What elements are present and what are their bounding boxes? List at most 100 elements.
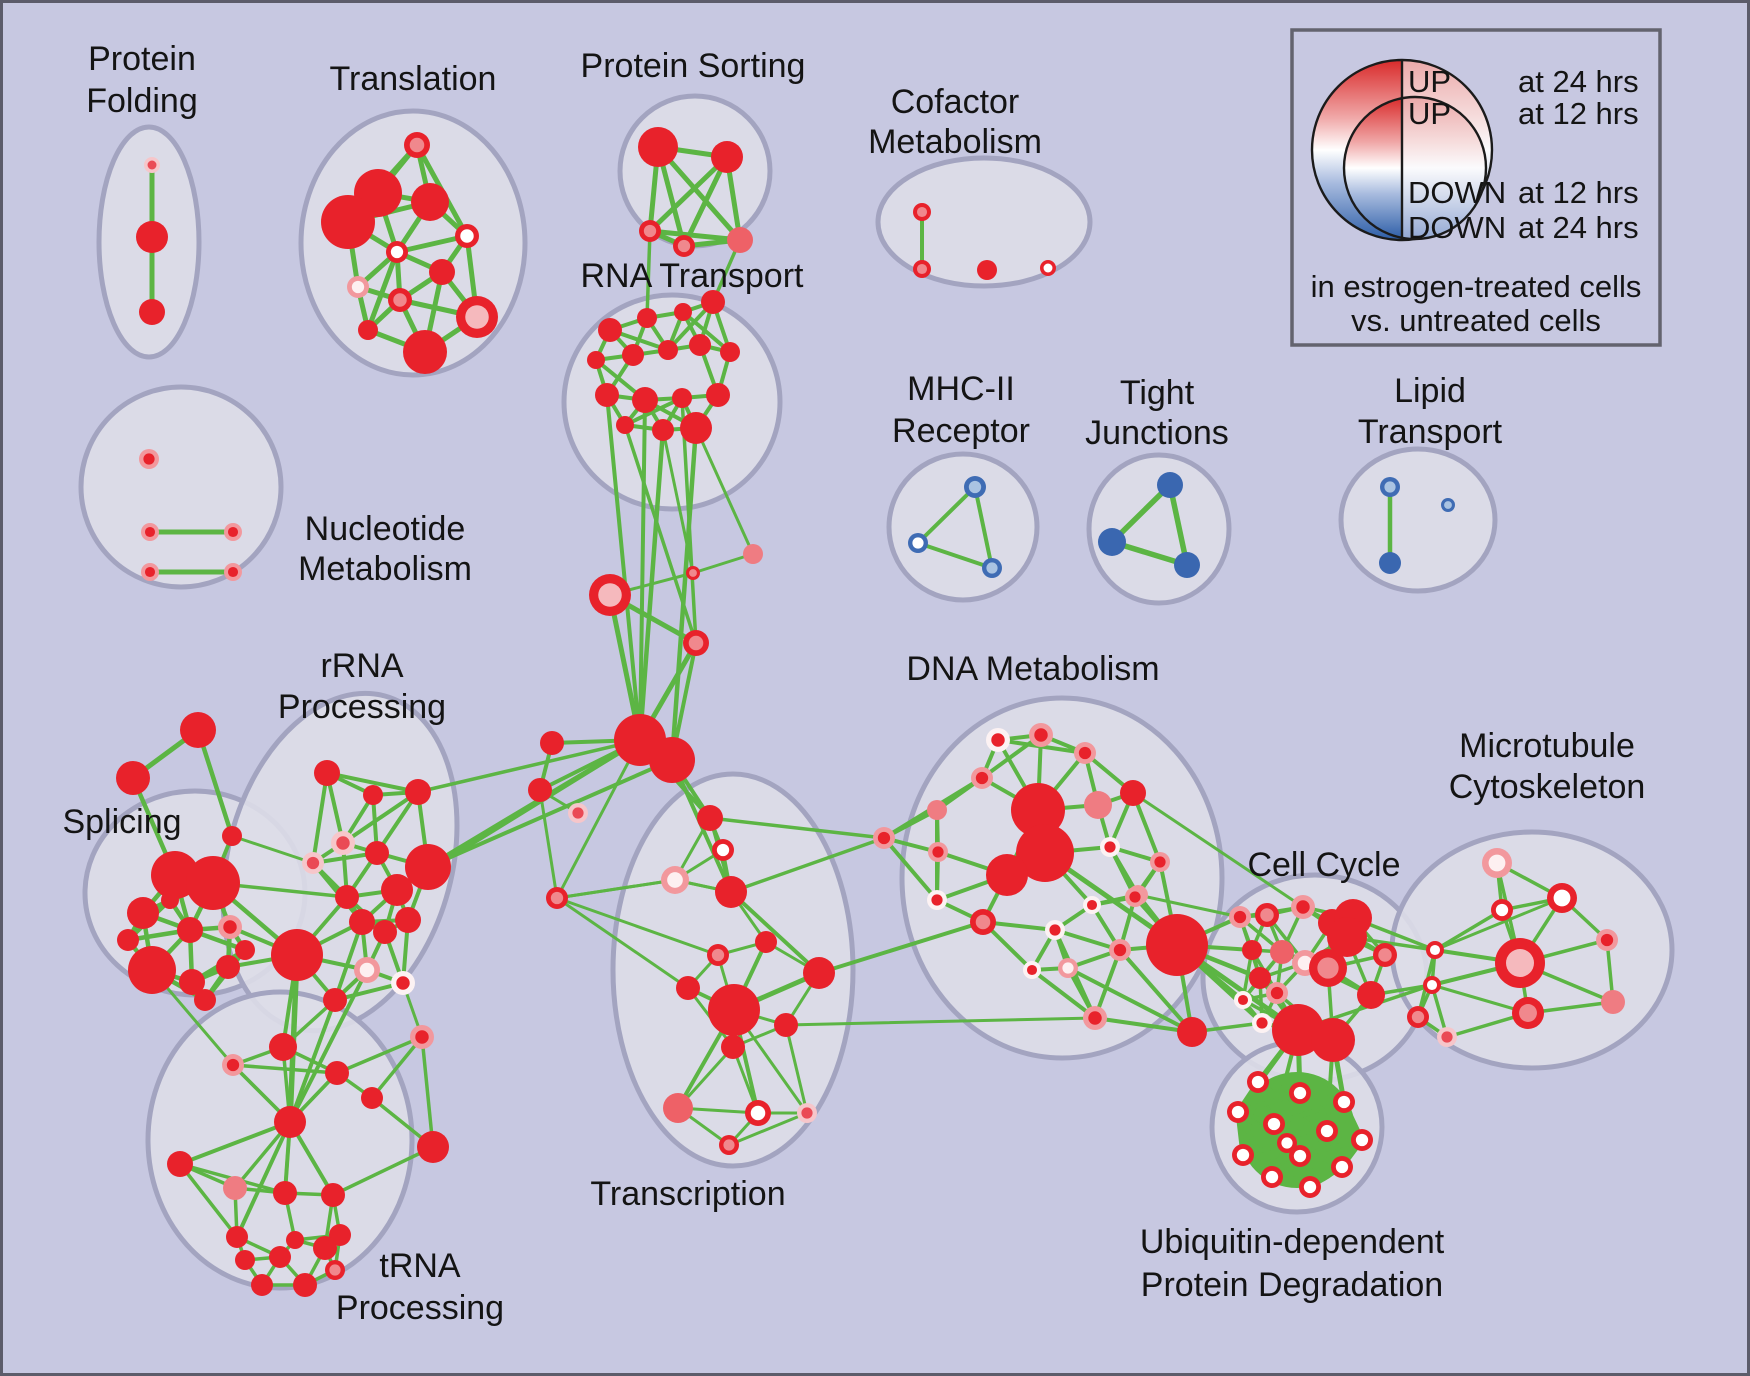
network-node-core: [912, 537, 924, 549]
network-node: [235, 940, 255, 960]
network-node: [286, 1231, 304, 1249]
cluster-label-ubiquitin-degradation: Ubiquitin-dependent Protein Degradation: [1140, 1223, 1445, 1304]
network-node: [697, 805, 723, 831]
network-node: [986, 854, 1028, 896]
network-node: [180, 712, 216, 748]
network-node: [649, 737, 695, 783]
network-edge: [655, 144, 743, 243]
legend-direction-label: UP: [1408, 96, 1451, 131]
network-node-core: [1233, 910, 1247, 924]
network-node-core: [716, 843, 730, 857]
network-node: [1084, 791, 1112, 819]
network-node: [1174, 552, 1200, 578]
network-edge: [288, 968, 369, 1124]
network-node: [595, 383, 619, 407]
network-node-core: [359, 962, 375, 978]
network-node: [179, 969, 205, 995]
network-node-core: [1237, 994, 1249, 1006]
network-node: [323, 988, 347, 1012]
network-node: [711, 141, 743, 173]
network-node: [349, 909, 375, 935]
network-edge: [638, 398, 647, 742]
network-edge: [681, 154, 730, 249]
network-node: [1357, 981, 1385, 1009]
network-node: [361, 1087, 383, 1109]
network-node-core: [1086, 899, 1098, 911]
network-node-core: [643, 224, 657, 238]
network-node-core: [1429, 944, 1441, 956]
network-node: [194, 989, 216, 1011]
network-node-core: [1488, 854, 1506, 872]
network-node-core: [1293, 1149, 1307, 1163]
network-node: [365, 841, 389, 865]
network-edge: [555, 878, 677, 900]
network-node: [540, 731, 564, 755]
legend-time-label: at 24 hrs: [1518, 64, 1639, 99]
network-node-core: [1384, 481, 1396, 493]
network-edge: [1433, 908, 1504, 952]
network-edge: [416, 738, 642, 794]
network-node-core: [1078, 746, 1092, 760]
network-edge: [1136, 893, 1242, 919]
network-edge: [426, 758, 674, 869]
network-node-core: [336, 836, 350, 850]
network-edge: [784, 1016, 1097, 1027]
network-node-core: [916, 263, 928, 275]
network-node-core: [572, 807, 584, 819]
network-node: [274, 1106, 306, 1138]
network-node-core: [1296, 900, 1310, 914]
network-node-core: [223, 920, 237, 934]
network-edge: [335, 1035, 424, 1075]
network-node: [335, 885, 359, 909]
network-node-core: [1281, 1137, 1293, 1149]
network-node: [1016, 824, 1074, 882]
network-node: [676, 976, 700, 1000]
cluster-label-dna-metabolism: DNA Metabolism: [906, 650, 1159, 688]
network-node: [139, 299, 165, 325]
network-node: [235, 1250, 255, 1270]
legend-direction-label: DOWN: [1408, 210, 1506, 245]
network-node: [358, 320, 378, 340]
network-node-core: [465, 305, 489, 329]
network-edge: [420, 1035, 435, 1149]
network-edge: [555, 896, 690, 990]
network-node: [161, 891, 179, 909]
network-edge: [647, 228, 743, 243]
network-node-core: [1231, 1105, 1245, 1119]
network-node: [720, 342, 740, 362]
network-node: [1120, 780, 1146, 806]
network-edge: [916, 485, 977, 545]
network-node: [405, 844, 451, 890]
network-node-core: [931, 894, 943, 906]
network-node-core: [1129, 891, 1141, 903]
network-edge: [1093, 1016, 1194, 1034]
network-edge: [729, 890, 821, 975]
cluster-label-tight-junctions: Tight Junctions: [1085, 374, 1229, 452]
network-node-core: [329, 1264, 341, 1276]
network-edge: [661, 428, 695, 575]
network-node: [269, 1033, 297, 1061]
network-edge: [1066, 966, 1194, 1034]
network-edge: [727, 1111, 809, 1147]
network-edge: [647, 154, 730, 234]
network-node-core: [1256, 1017, 1268, 1029]
network-node-core: [1441, 1031, 1453, 1043]
cluster-label-rna-transport: RNA Transport: [581, 257, 805, 295]
network-node-core: [1600, 933, 1614, 947]
network-node-core: [393, 293, 407, 307]
network-edge: [325, 771, 420, 794]
network-node-core: [1317, 957, 1339, 979]
network-node-core: [1426, 979, 1438, 991]
network-node-core: [916, 206, 928, 218]
network-node-core: [598, 583, 622, 607]
network-node: [663, 1093, 693, 1123]
legend-time-label: at 12 hrs: [1518, 96, 1639, 131]
network-node-core: [396, 976, 410, 990]
network-edge: [729, 836, 886, 894]
network-node-core: [306, 856, 320, 870]
network-node: [417, 1131, 449, 1163]
network-node: [637, 308, 657, 328]
network-node: [616, 416, 634, 434]
network-node: [226, 1226, 248, 1248]
network-node-core: [1236, 1148, 1250, 1162]
